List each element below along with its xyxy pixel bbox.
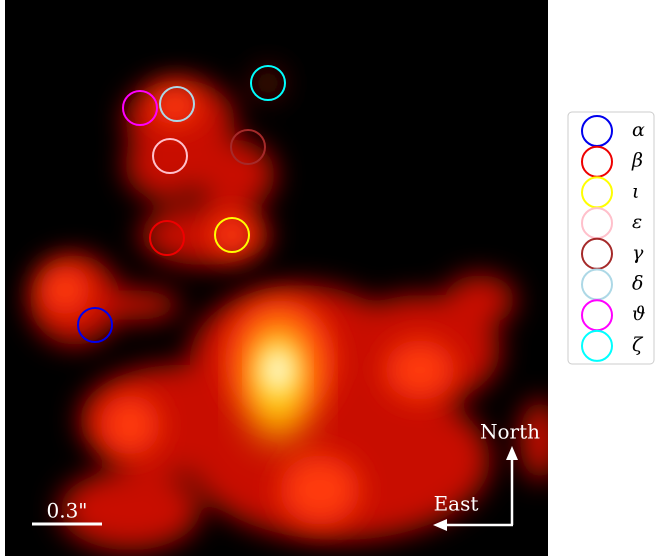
east-label: East [434,492,479,516]
legend-label: γ [632,242,644,264]
north-label: North [480,420,540,444]
legend-label: β [631,150,643,172]
legend-label: α [632,119,645,141]
legend-label: ε [632,211,642,233]
sky-image: 0.3" North East [5,0,560,556]
page: 0.3" North East αβιεγδϑζ (() => { const … [0,0,655,556]
legend-label: ι [632,180,639,202]
figure: 0.3" North East αβιεγδϑζ [0,0,655,556]
legend-label: ζ [632,334,644,356]
legend-label: δ [632,273,643,295]
scale-label: 0.3" [46,499,87,523]
legend-label: ϑ [632,303,646,325]
